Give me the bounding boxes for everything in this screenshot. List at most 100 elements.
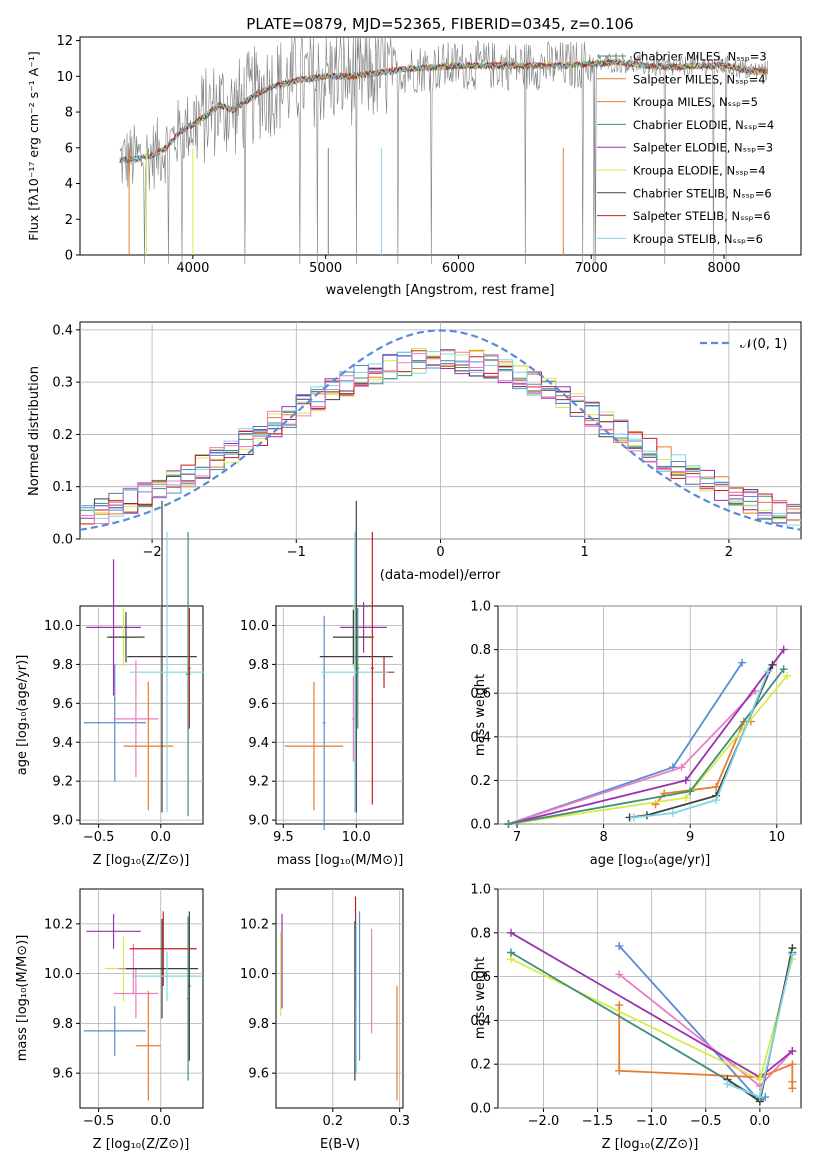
age-vs-mass-panel: 9.5 10.0 9.0 9.2 9.4 9.6 9.8 10.0 mass [log₁₀(M… <box>240 500 404 868</box>
x-tick-label: 0.2 <box>322 1114 343 1129</box>
y-tick-label: 0.6 <box>470 687 491 702</box>
y-tick-label: 0.2 <box>470 1058 491 1073</box>
weight-point-marker <box>681 793 690 802</box>
weight-point-marker <box>504 820 513 828</box>
y-tick-label: 0.2 <box>52 428 73 443</box>
weight-vs-Z-plot-area: −2.0 −1.5 −1.0 −0.5 0.0 0.0 0.2 0.4 0.6 0.8 1.0 <box>470 883 801 1129</box>
y-tick-label: 10.0 <box>44 967 73 982</box>
weight-point-marker <box>506 928 515 937</box>
y-tick-label: 0.4 <box>52 323 73 338</box>
weight-point-marker <box>788 1047 797 1056</box>
weight-point-marker <box>768 660 777 669</box>
spectrum-frame <box>79 36 802 256</box>
y-tick-label: 9.8 <box>52 1017 73 1032</box>
residuals-panel: −2 −1 0 1 2 0.0 0.1 0.2 0.3 0.4 𝒩(0, 1) (data-mode… <box>27 321 802 583</box>
age-vs-Z-xlabel: Z [log₁₀(Z/Z⊙)] <box>93 853 190 868</box>
y-tick-label: 0.0 <box>470 1102 491 1117</box>
x-tick-label: 8 <box>599 830 607 845</box>
x-tick-label: 2 <box>725 545 733 560</box>
age-vs-Z-plot-area: −0.5 0.0 9.0 9.2 9.4 9.6 9.8 10.0 <box>44 500 205 845</box>
weight-point-marker <box>783 671 792 680</box>
y-tick-label: 0 <box>65 249 73 264</box>
weight-point-marker <box>681 776 690 785</box>
weight-point-marker <box>779 665 788 674</box>
y-tick-label: 9.0 <box>52 814 73 829</box>
weight-series-line <box>508 675 788 825</box>
y-tick-label: 1.0 <box>470 883 491 898</box>
histogram-series <box>80 350 801 524</box>
y-tick-label: 10 <box>56 70 73 85</box>
y-tick-label: 12 <box>56 34 73 49</box>
spectrum-panel: 4000 5000 6000 7000 8000 0 2 4 6 8 10 12 Chabrier MI… <box>26 34 802 298</box>
y-tick-label: 0.2 <box>470 774 491 789</box>
mass-vs-ebv-xlabel: E(B-V) <box>320 1137 360 1152</box>
x-tick-label: 9.5 <box>273 830 294 845</box>
weight-point-marker <box>755 1075 764 1084</box>
legend-label: 𝒩(0, 1) <box>740 337 787 352</box>
x-tick-label: −2 <box>143 545 162 560</box>
weight-point-marker <box>788 1084 797 1093</box>
y-tick-label: 4 <box>65 177 73 192</box>
weight-vs-age-plot-area: 7 8 9 10 0.0 0.2 0.4 0.6 0.8 1.0 <box>470 600 801 845</box>
weight-point-marker <box>615 941 624 950</box>
weight-vs-age-panel: 7 8 9 10 0.0 0.2 0.4 0.6 0.8 1.0 age [log₁₀(age/y… <box>470 600 802 868</box>
weight-series-line <box>508 690 756 825</box>
y-tick-label: 0.4 <box>470 730 491 745</box>
x-tick-label: 6000 <box>442 261 475 276</box>
normal-curve <box>79 329 802 531</box>
model-line <box>119 57 769 164</box>
x-tick-label: 4000 <box>176 261 209 276</box>
y-tick-label: 10.0 <box>240 619 269 634</box>
y-tick-label: 0.4 <box>470 1014 491 1029</box>
weight-point-marker <box>668 809 677 818</box>
legend-label: Salpeter ELODIE, Nₛₛₚ=3 <box>633 141 773 155</box>
x-tick-label: 8000 <box>707 261 740 276</box>
y-tick-label: 10.0 <box>44 619 73 634</box>
weight-point-marker <box>615 970 624 979</box>
y-tick-label: 0.8 <box>470 643 491 658</box>
weight-series-line <box>654 720 751 805</box>
legend-label: Kroupa ELODIE, Nₛₛₚ=4 <box>633 164 766 178</box>
weight-point-marker <box>615 1066 624 1075</box>
weight-series-line <box>508 668 785 825</box>
y-tick-label: 10.2 <box>44 917 73 932</box>
y-tick-label: 9.2 <box>248 775 269 790</box>
weight-point-marker <box>788 1060 797 1069</box>
weight-series-line <box>508 662 743 825</box>
weight-series-line <box>629 664 774 819</box>
y-tick-label: 9.8 <box>248 1017 269 1032</box>
weight-point-marker <box>764 667 773 676</box>
weight-point-marker <box>677 763 686 772</box>
y-tick-label: 9.6 <box>52 1067 73 1082</box>
x-tick-label: 10.0 <box>342 830 371 845</box>
model-line <box>119 58 769 164</box>
residuals-ylabel: Normed distribution <box>27 366 42 496</box>
x-tick-label: 0.0 <box>750 1114 771 1129</box>
x-tick-label: 9 <box>686 830 694 845</box>
y-tick-label: 9.6 <box>248 1067 269 1082</box>
legend-label: Chabrier MILES, Nₛₛₚ=3 <box>633 50 767 64</box>
weight-point-marker <box>615 1001 624 1010</box>
y-tick-label: 0.6 <box>470 970 491 985</box>
figure-title: PLATE=0879, MJD=52365, FIBERID=0345, z=0… <box>246 15 633 33</box>
x-tick-label: −0.5 <box>83 830 115 845</box>
weight-vs-age-xlabel: age [log₁₀(age/yr)] <box>590 853 711 868</box>
weight-point-marker <box>723 1079 732 1088</box>
weight-point-marker <box>779 645 788 654</box>
y-tick-label: 1.0 <box>470 600 491 615</box>
weight-vs-Z-xlabel: Z [log₁₀(Z/Z⊙)] <box>602 1137 699 1152</box>
legend-label: Kroupa MILES, Nₛₛₚ=5 <box>633 95 758 109</box>
age-vs-Z-ylabel: age [log₁₀(age/yr)] <box>15 655 30 776</box>
weight-point-marker <box>712 782 721 791</box>
weight-point-marker <box>629 813 638 822</box>
mass-vs-ebv-panel: 0.2 0.3 9.6 9.8 10.0 10.2 E(B-V) <box>240 888 410 1152</box>
legend-label: Salpeter STELIB, Nₛₛₚ=6 <box>633 209 771 223</box>
age-vs-mass-frame <box>275 605 404 825</box>
x-tick-label: −1 <box>287 545 306 560</box>
x-tick-label: 0.0 <box>150 830 171 845</box>
weight-series-line <box>633 671 769 819</box>
y-tick-label: 9.4 <box>248 736 269 751</box>
residuals-xlabel: (data-model)/error <box>380 568 501 583</box>
legend-label: Chabrier ELODIE, Nₛₛₚ=4 <box>633 118 774 132</box>
x-tick-label: 10 <box>768 830 785 845</box>
